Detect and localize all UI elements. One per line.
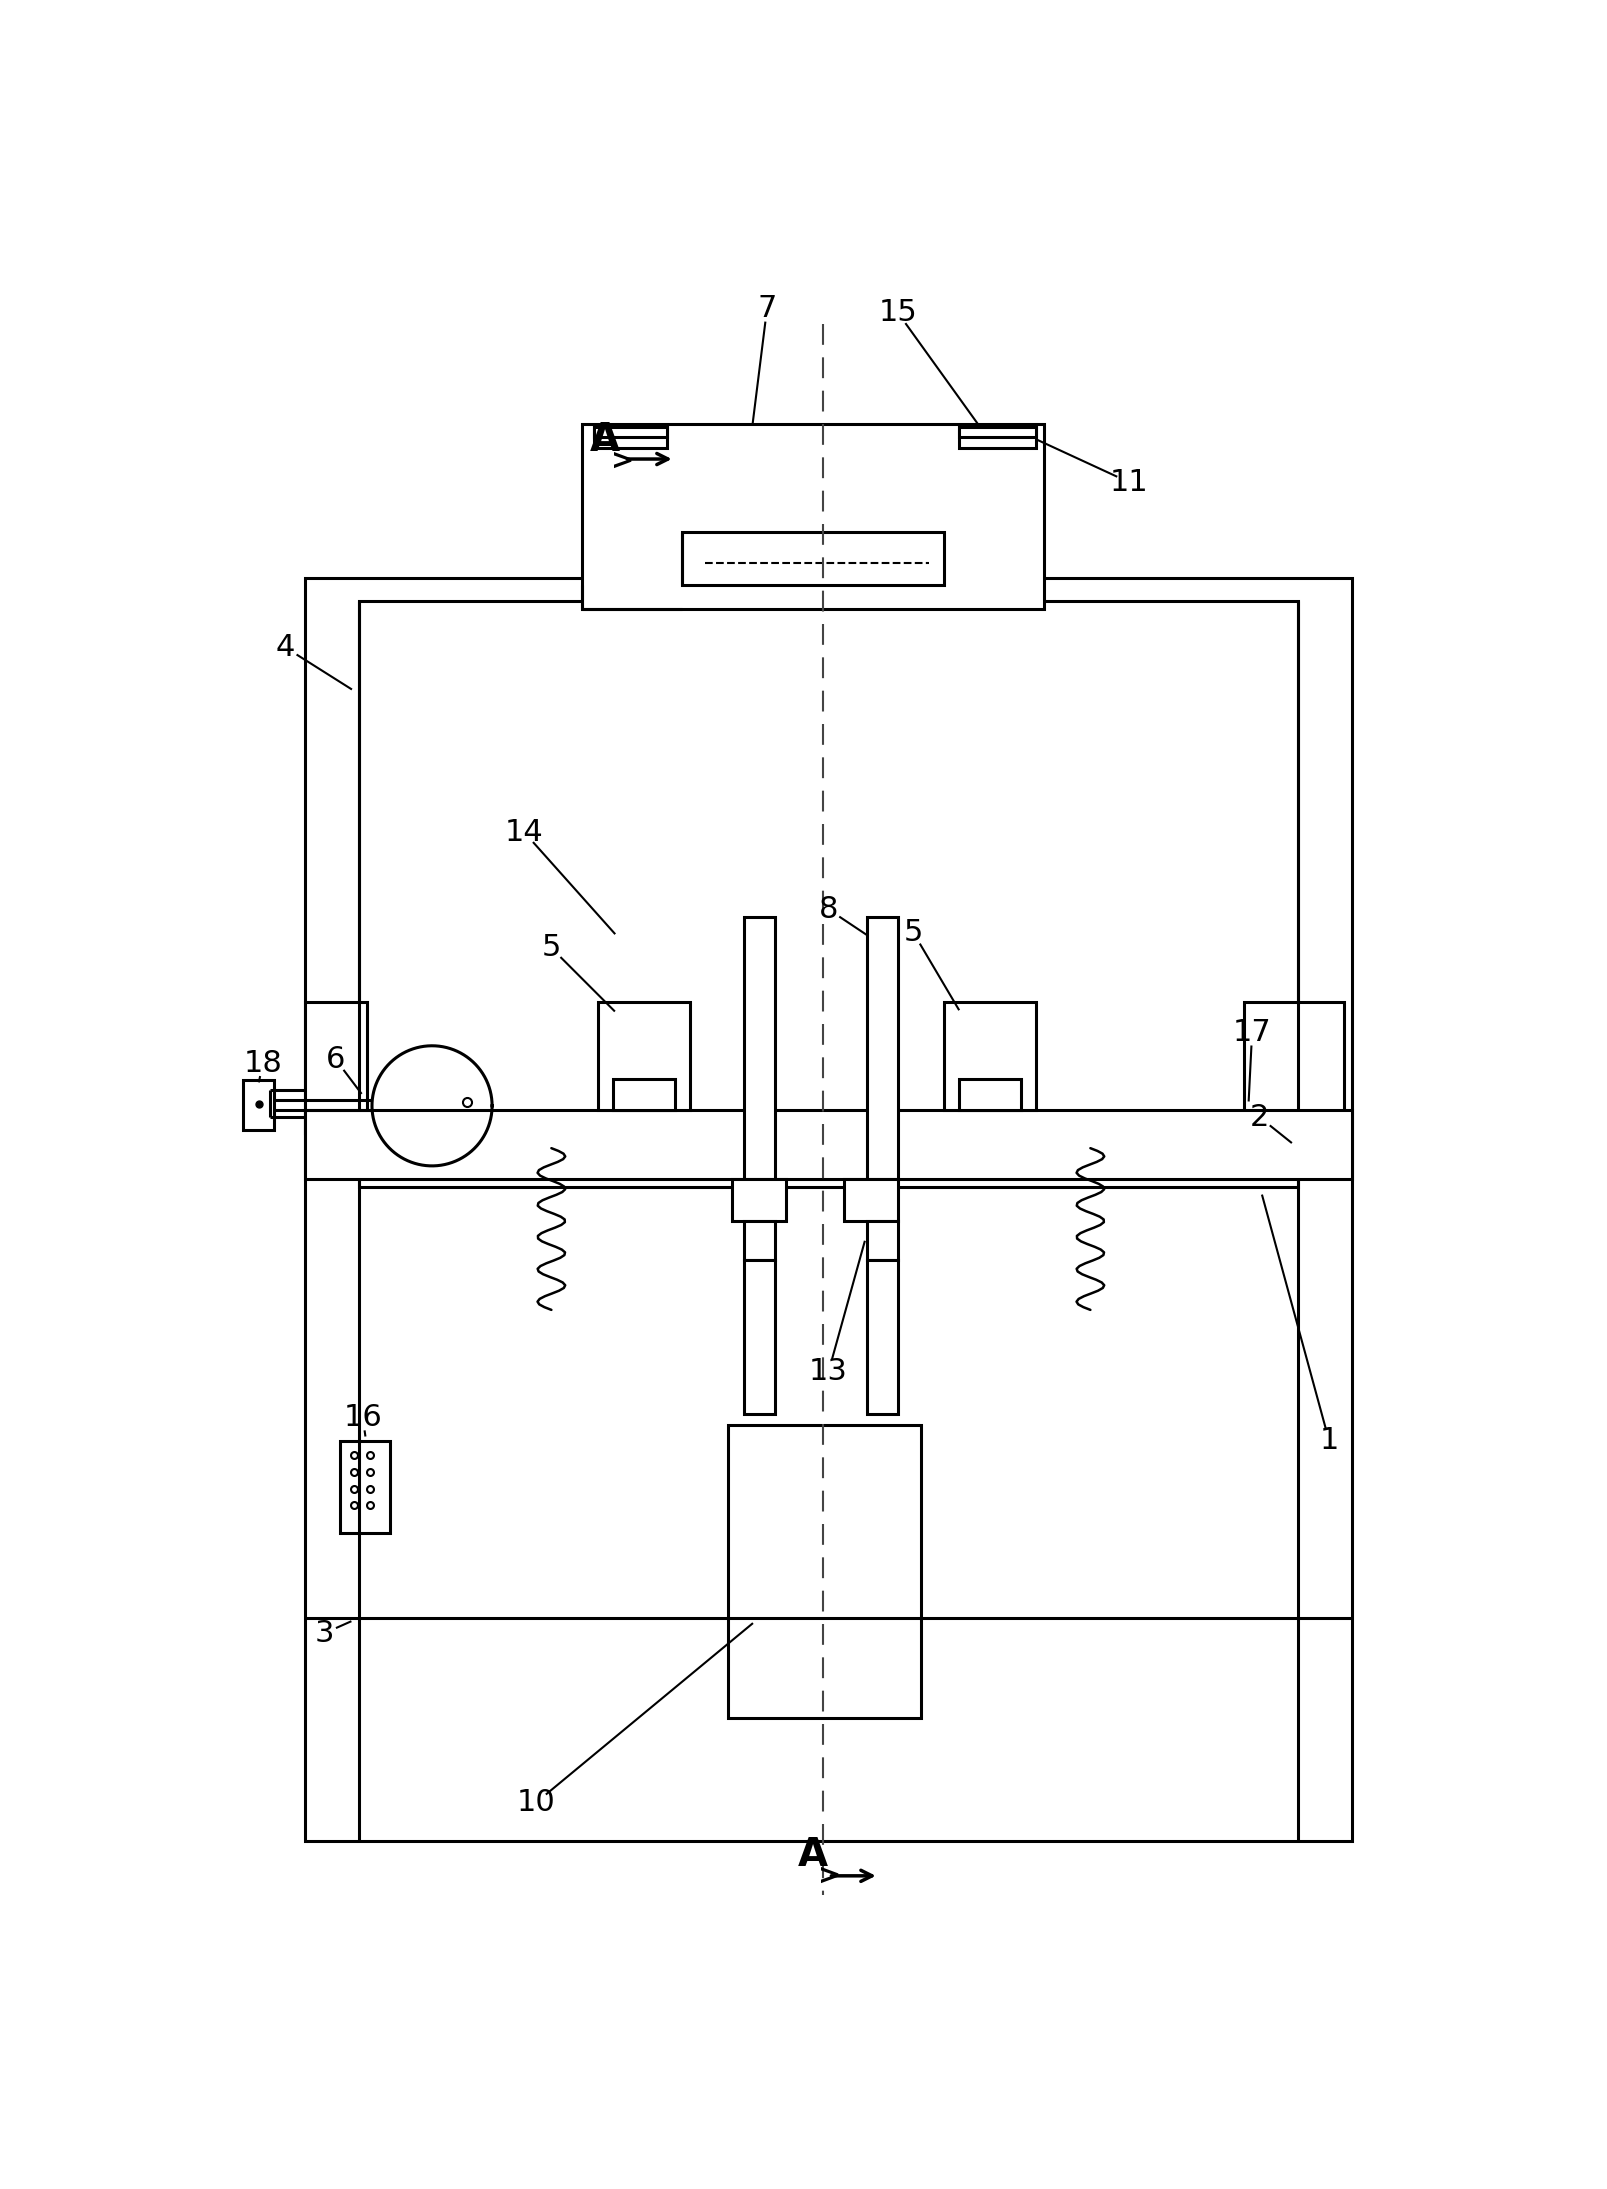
Bar [243, 1081, 275, 1130]
Text: 7: 7 [757, 293, 776, 324]
Text: A: A [590, 420, 620, 460]
Bar [683, 532, 943, 584]
Bar [339, 1440, 389, 1532]
Bar [744, 1261, 775, 1414]
Bar [728, 1425, 921, 1718]
Bar [959, 427, 1037, 449]
Text: 2: 2 [1250, 1103, 1270, 1132]
Text: 5: 5 [542, 933, 561, 963]
Text: 10: 10 [516, 1788, 556, 1817]
Text: >: > [818, 1863, 842, 1889]
Text: 4: 4 [276, 633, 296, 663]
Bar [598, 1003, 689, 1110]
Text: 8: 8 [820, 895, 839, 924]
Bar [959, 1079, 1020, 1110]
Bar [305, 578, 1351, 1841]
Text: 15: 15 [879, 298, 918, 326]
Bar [593, 427, 667, 438]
Text: 3: 3 [315, 1620, 334, 1648]
Bar [844, 1180, 898, 1221]
Bar [305, 1110, 1351, 1180]
Bar [959, 427, 1037, 438]
Text: 16: 16 [344, 1403, 382, 1432]
Bar [868, 1261, 898, 1414]
Text: 14: 14 [505, 819, 543, 847]
Bar [593, 427, 667, 449]
Bar [733, 1180, 786, 1221]
Text: A: A [799, 1837, 828, 1874]
Text: 13: 13 [810, 1357, 848, 1386]
Text: 18: 18 [243, 1049, 283, 1077]
Bar [305, 1003, 366, 1132]
Bar [358, 602, 1298, 1186]
Bar [744, 917, 775, 1180]
Text: 1: 1 [1319, 1427, 1339, 1456]
Bar [943, 1003, 1037, 1110]
Text: 5: 5 [903, 917, 922, 948]
Text: 6: 6 [326, 1044, 346, 1075]
Bar [582, 425, 1045, 609]
Bar [612, 1079, 675, 1110]
Text: 11: 11 [1109, 468, 1149, 497]
Text: >: > [611, 447, 635, 475]
Bar [744, 1221, 775, 1261]
Bar [868, 917, 898, 1180]
Bar [1244, 1003, 1345, 1132]
Bar [868, 1221, 898, 1261]
Text: 17: 17 [1233, 1018, 1271, 1046]
